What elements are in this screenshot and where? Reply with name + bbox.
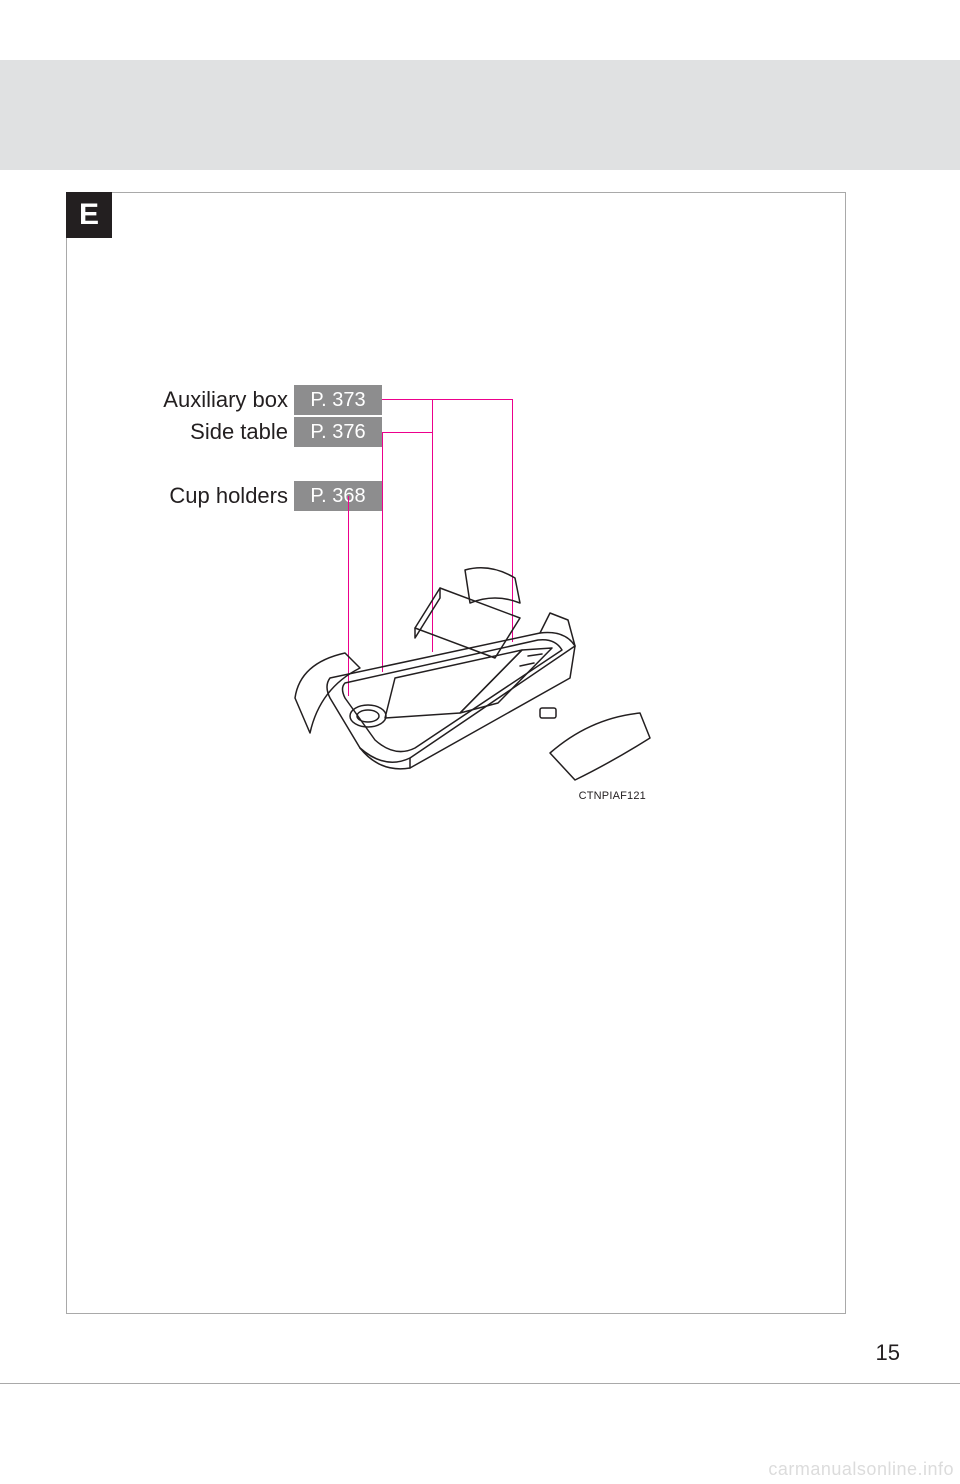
page-ref-pill: P. 368 [294,481,382,511]
manual-page: E Auxiliary box P. 373 Side table P. 376… [0,0,960,1484]
diagram-code: CTNPIAF121 [579,790,646,802]
callout-side-table: Side table P. 376 [190,417,382,447]
section-badge: E [66,192,112,238]
console-diagram: CTNPIAF121 [290,558,658,808]
section-badge-letter: E [79,198,99,232]
leader-line [382,399,512,400]
callout-label: Side table [190,419,288,445]
callout-label: Auxiliary box [163,387,288,413]
watermark: carmanualsonline.info [768,1459,954,1480]
callout-label: Cup holders [169,483,288,509]
callout-cup-holders: Cup holders P. 368 [169,481,382,511]
page-ref-pill: P. 376 [294,417,382,447]
page-number: 15 [876,1340,900,1366]
bottom-rule [0,1383,960,1384]
header-band [0,60,960,170]
callout-auxiliary-box: Auxiliary box P. 373 [163,385,382,415]
page-ref-pill: P. 373 [294,385,382,415]
leader-line [382,432,432,433]
